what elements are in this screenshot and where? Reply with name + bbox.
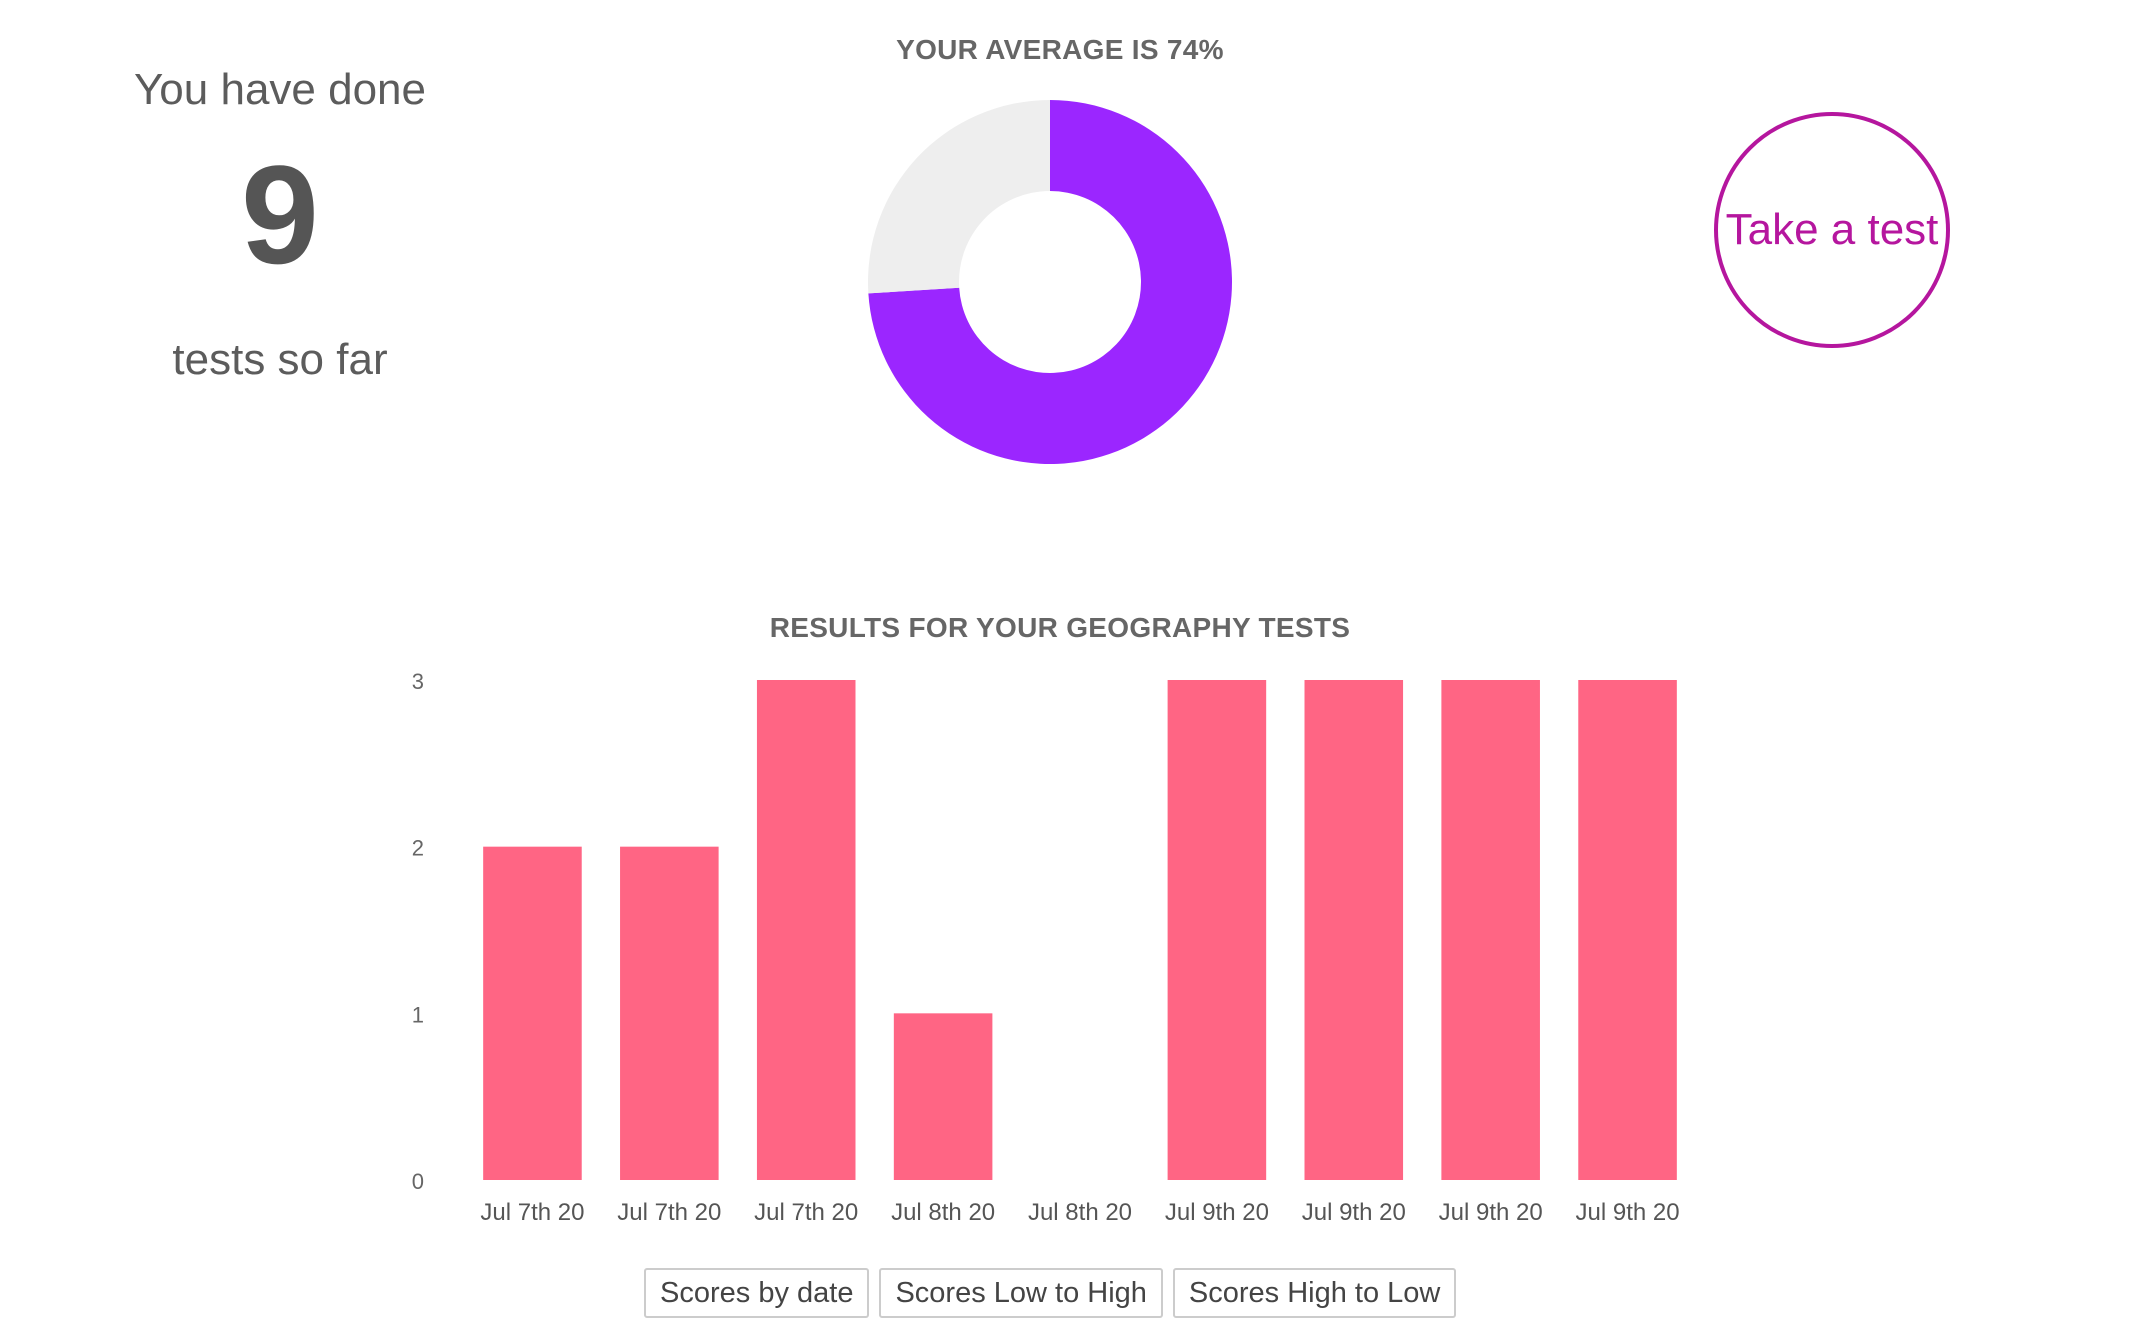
count-suffix-text: tests so far bbox=[172, 335, 388, 384]
tests-count-value: 9 bbox=[241, 136, 319, 293]
donut-slice-score bbox=[868, 100, 1232, 465]
results-chart-title: RESULTS FOR YOUR GEOGRAPHY TESTS bbox=[769, 612, 1351, 643]
x-tick-label: Jul 7th 20 bbox=[480, 1199, 584, 1226]
result-bar bbox=[1441, 680, 1540, 1180]
result-bar bbox=[1304, 680, 1404, 1180]
y-tick-label: 0 bbox=[412, 1169, 424, 1194]
sort-by-date-button[interactable]: Scores by date bbox=[644, 1268, 870, 1318]
sort-controls: Scores by date Scores Low to High Scores… bbox=[644, 1268, 1457, 1318]
y-tick-label: 1 bbox=[412, 1002, 424, 1027]
x-tick-label: Jul 7th 20 bbox=[754, 1199, 858, 1226]
result-bar bbox=[1167, 680, 1267, 1180]
y-tick-label: 2 bbox=[412, 836, 424, 861]
x-tick-label: Jul 7th 20 bbox=[617, 1199, 721, 1226]
donut-slice-remainder bbox=[868, 100, 1050, 294]
sort-high-to-low-button[interactable]: Scores High to Low bbox=[1172, 1268, 1457, 1318]
result-bar bbox=[1578, 680, 1677, 1180]
average-chart-title: YOUR AVERAGE IS 74% bbox=[896, 34, 1224, 65]
tests-count-panel: You have done 9 tests so far bbox=[40, 60, 520, 390]
x-tick-label: Jul 9th 20 bbox=[1165, 1199, 1269, 1226]
sort-low-to-high-button[interactable]: Scores Low to High bbox=[879, 1268, 1163, 1318]
x-tick-label: Jul 9th 20 bbox=[1576, 1199, 1680, 1226]
x-tick-label: Jul 9th 20 bbox=[1439, 1199, 1543, 1226]
result-bar bbox=[483, 846, 582, 1180]
x-tick-label: Jul 8th 20 bbox=[1028, 1199, 1132, 1226]
x-tick-label: Jul 9th 20 bbox=[1302, 1199, 1406, 1226]
y-tick-label: 3 bbox=[412, 669, 424, 694]
result-bar bbox=[756, 680, 856, 1180]
average-donut-chart bbox=[868, 100, 1232, 465]
result-bar bbox=[620, 846, 719, 1180]
x-tick-label: Jul 8th 20 bbox=[891, 1199, 995, 1226]
result-bar bbox=[893, 1013, 993, 1180]
take-test-button[interactable]: Take a test bbox=[1714, 112, 1950, 348]
count-intro-text: You have done bbox=[134, 65, 426, 114]
